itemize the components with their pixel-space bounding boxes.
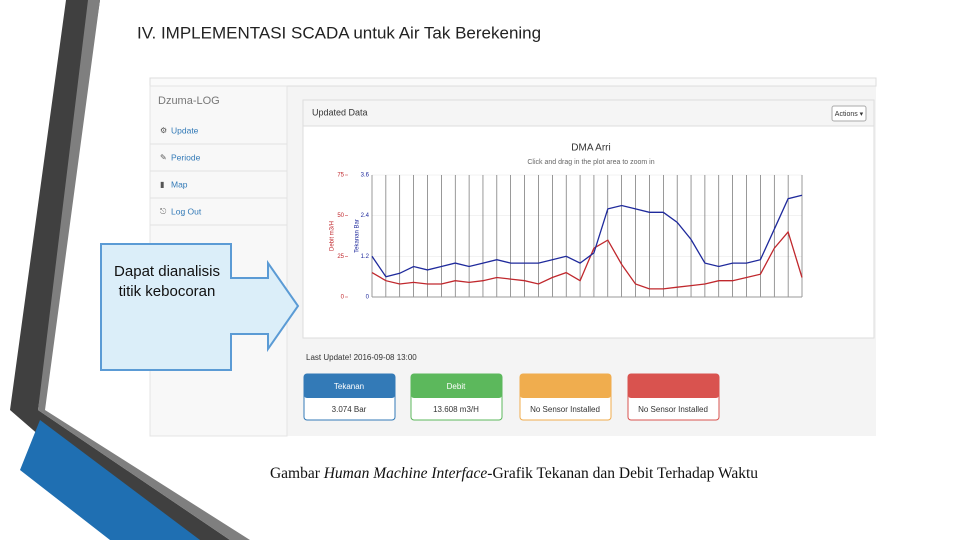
card-header (411, 374, 502, 398)
y2-tick-label: 1.2 (361, 254, 370, 260)
menu-icon: ⎋ (160, 207, 167, 216)
y2-tick-label: 3.6 (361, 173, 370, 179)
topbar (149, 77, 877, 87)
series-line (371, 230, 803, 290)
menu-icon: ⚙ (160, 126, 167, 135)
card-value: No Sensor Installed (638, 405, 708, 414)
menu-icon: ✎ (160, 153, 167, 162)
y2-tick-label: 2.4 (361, 213, 370, 219)
panel-header (302, 99, 875, 127)
card-value: No Sensor Installed (530, 405, 600, 414)
card-header (304, 374, 395, 398)
panel-title: Updated Data (312, 107, 368, 117)
y2-axis-title: Tekanan Bar (355, 219, 361, 253)
series-line (371, 194, 803, 278)
card-value: 13.608 m3/H (433, 405, 479, 414)
callout: Dapat dianalisis titik kebocoran (114, 263, 220, 300)
menu-item[interactable]: Periode (171, 152, 201, 162)
y-tick-label: 75 (337, 173, 344, 179)
card-header (520, 374, 611, 398)
chart-subtitle: Click and drag in the plot area to zoom … (527, 159, 654, 166)
y-tick-label: 0 (341, 295, 345, 301)
caption: Gambar Human Machine Interface-Grafik Te… (150, 465, 878, 483)
decor-stripe (10, 0, 230, 540)
chart-title: DMA Arri (571, 143, 610, 154)
caption-suffix: -Grafik Tekanan dan Debit Terhadap Waktu (487, 465, 759, 482)
caption-italic: Human Machine Interface (323, 465, 488, 482)
callout-arrow (100, 243, 300, 371)
y-tick-label: 25 (337, 254, 344, 260)
caption-prefix: Gambar (269, 465, 324, 482)
slide-title: IV. IMPLEMENTASI SCADA untuk Air Tak Ber… (137, 23, 541, 42)
actions-label: Actions ▾ (835, 111, 864, 118)
card-header-text: Debit (447, 382, 466, 391)
actions-button[interactable] (831, 105, 867, 122)
card-header (628, 374, 719, 398)
card-value: 3.074 Bar (332, 405, 367, 414)
y-tick-label: 50 (337, 213, 344, 219)
menu-item[interactable]: Update (171, 125, 199, 135)
decor-stripe (20, 420, 200, 540)
menu-item[interactable]: Log Out (171, 206, 202, 216)
menu-item[interactable]: Map (171, 179, 188, 189)
last-update: Last Update! 2016-09-08 13:00 (306, 353, 417, 362)
card-header-text: Tekanan (334, 382, 364, 391)
menu-icon: ▮ (160, 180, 164, 189)
y2-tick-label: 0 (366, 295, 370, 301)
brand: Dzuma-LOG (158, 95, 220, 107)
y-axis-title: Debit m3/H (330, 221, 336, 251)
